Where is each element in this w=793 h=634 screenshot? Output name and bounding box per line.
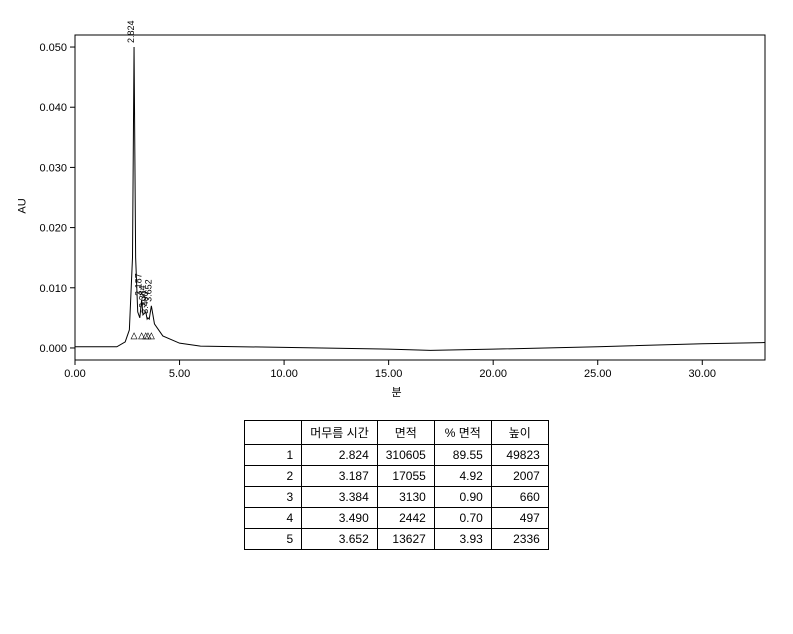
table-cell: 3130 — [377, 487, 434, 508]
table-row: 53.652136273.932336 — [245, 529, 549, 550]
table-row: 23.187170554.922007 — [245, 466, 549, 487]
x-tick-label: 15.00 — [375, 368, 403, 380]
table-row: 33.38431300.90660 — [245, 487, 549, 508]
table-row: 12.82431060589.5549823 — [245, 445, 549, 466]
table-row: 43.49024420.70497 — [245, 508, 549, 529]
table-cell: 0.90 — [434, 487, 491, 508]
table-cell: 5 — [245, 529, 302, 550]
table-cell: 49823 — [491, 445, 548, 466]
chart-svg: 0.000 0.010 0.020 0.030 0.040 0.050 0.00 5.00 10… — [20, 20, 773, 400]
y-tick-label: 0.040 — [39, 102, 67, 114]
table-cell: 89.55 — [434, 445, 491, 466]
peak-label: 3.652 — [143, 279, 153, 302]
table-cell: 2007 — [491, 466, 548, 487]
y-tick-label: 0.000 — [39, 343, 67, 355]
x-tick-label: 25.00 — [584, 368, 612, 380]
x-axis-label: 분 — [391, 384, 401, 400]
table-cell: 2.824 — [302, 445, 378, 466]
table-column-header: 머무름 시간 — [302, 421, 378, 445]
peak-label: 2.824 — [126, 21, 136, 44]
table-cell: 4.92 — [434, 466, 491, 487]
table-cell: 1 — [245, 445, 302, 466]
table-cell: 310605 — [377, 445, 434, 466]
peak-marker-icon — [139, 333, 145, 339]
x-tick-label: 10.00 — [270, 368, 298, 380]
table-body: 12.82431060589.554982323.187170554.92200… — [245, 445, 549, 550]
table-cell: 3.187 — [302, 466, 378, 487]
peak-data-table: 머무름 시간면적% 면적높이 12.82431060589.554982323.… — [244, 420, 549, 550]
table-cell: 3 — [245, 487, 302, 508]
table-column-header: 면적 — [377, 421, 434, 445]
table-cell: 3.490 — [302, 508, 378, 529]
table-column-header: % 면적 — [434, 421, 491, 445]
chromatogram-trace — [75, 47, 765, 350]
y-tick-label: 0.020 — [39, 223, 67, 235]
y-tick-label: 0.010 — [39, 283, 67, 295]
table-cell: 3.93 — [434, 529, 491, 550]
x-tick-label: 30.00 — [689, 368, 717, 380]
table-cell: 13627 — [377, 529, 434, 550]
y-tick-label: 0.050 — [39, 42, 67, 54]
peak-marker-icon — [131, 333, 137, 339]
table-column-header — [245, 421, 302, 445]
x-tick-label: 0.00 — [64, 368, 85, 380]
table-cell: 3.384 — [302, 487, 378, 508]
x-tick-label: 20.00 — [479, 368, 507, 380]
y-tick-label: 0.030 — [39, 162, 67, 174]
table-cell: 4 — [245, 508, 302, 529]
table-cell: 3.652 — [302, 529, 378, 550]
table-cell: 0.70 — [434, 508, 491, 529]
table-cell: 2442 — [377, 508, 434, 529]
table-cell: 17055 — [377, 466, 434, 487]
x-tick-label: 5.00 — [169, 368, 190, 380]
table-cell: 497 — [491, 508, 548, 529]
table-cell: 2 — [245, 466, 302, 487]
y-axis-label: AU — [17, 198, 29, 213]
table-header-row: 머무름 시간면적% 면적높이 — [245, 421, 549, 445]
table-cell: 2336 — [491, 529, 548, 550]
chromatogram-chart: 0.000 0.010 0.020 0.030 0.040 0.050 0.00 5.00 10… — [20, 20, 773, 400]
table-column-header: 높이 — [491, 421, 548, 445]
table-cell: 660 — [491, 487, 548, 508]
